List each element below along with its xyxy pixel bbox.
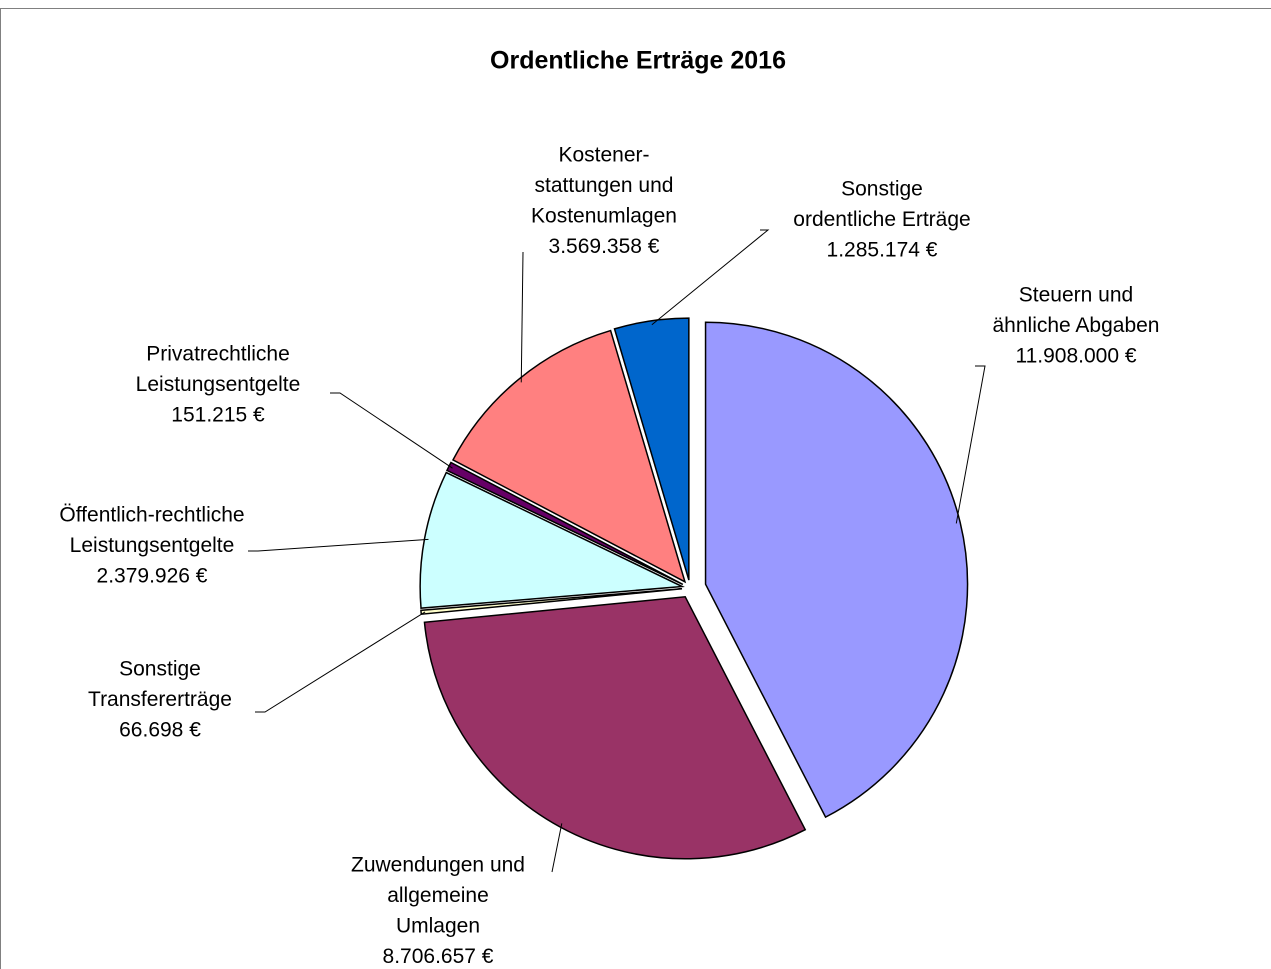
pie-slice [452, 329, 687, 584]
slice-label: Zuwendungen und [351, 854, 525, 877]
slice-label: Sonstige [841, 178, 923, 201]
leader-line [551, 823, 563, 873]
slice-label: ordentliche Erträge [793, 208, 970, 231]
pie-slice [704, 321, 969, 819]
slice-label: Kostener- [558, 144, 649, 167]
chart-frame [0, 8, 1271, 969]
pie-slice [419, 471, 685, 609]
slice-value-label: 151.215 € [171, 404, 265, 427]
slice-label: Privatrechtliche [146, 343, 290, 366]
slice-label: Öffentlich-rechtliche [59, 504, 244, 527]
slice-label: ähnliche Abgaben [993, 314, 1160, 337]
leader-line [651, 229, 770, 326]
slice-label: Umlagen [396, 915, 480, 938]
leader-line [520, 251, 524, 383]
slice-value-label: 11.908.000 € [1015, 345, 1136, 368]
slice-label: stattungen und [535, 174, 674, 197]
slice-label: Kostenumlagen [531, 205, 677, 228]
slice-value-label: 2.379.926 € [97, 565, 208, 588]
slice-label: allgemeine [387, 884, 489, 907]
pie-slice [613, 317, 690, 581]
slice-label: Steuern und [1019, 284, 1133, 307]
slice-label: Leistungsentgelte [70, 534, 235, 557]
leader-line [248, 538, 429, 552]
slice-label: Sonstige [119, 658, 201, 681]
leader-line [955, 365, 986, 524]
slice-label: Transfererträge [88, 688, 232, 711]
chart-title: Ordentliche Erträge 2016 [490, 47, 786, 75]
slice-value-label: 1.285.174 € [827, 239, 938, 262]
slice-value-label: 3.569.358 € [549, 235, 660, 258]
slice-value-label: 8.706.657 € [383, 945, 494, 968]
leader-line [255, 611, 426, 713]
slice-label: Leistungsentgelte [136, 373, 301, 396]
slice-value-label: 66.698 € [119, 719, 201, 742]
pie-slice [423, 595, 807, 860]
leader-line [330, 392, 453, 469]
